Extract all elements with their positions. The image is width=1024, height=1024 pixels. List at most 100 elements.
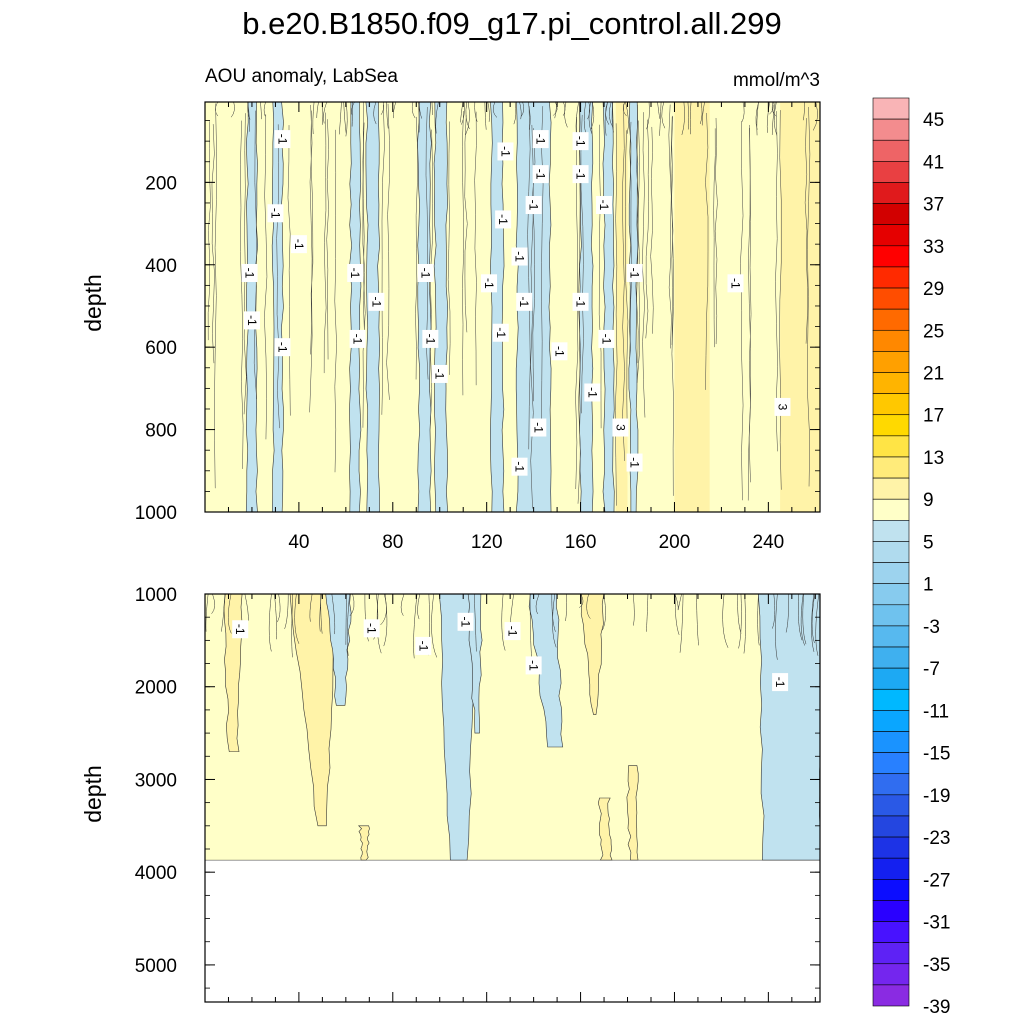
colorbar-swatch — [872, 435, 910, 458]
surface-contour — [815, 594, 820, 656]
colorbar-label: -7 — [923, 659, 940, 680]
surface-contour — [513, 102, 517, 125]
contour-label-box — [584, 383, 601, 402]
contour-label-text: -1 — [494, 327, 508, 338]
contour-label-box — [457, 612, 474, 631]
contour-label-text: -1 — [574, 297, 588, 308]
surface-contour — [346, 594, 350, 656]
surface-contour — [411, 102, 416, 119]
contour-label-box — [274, 130, 291, 149]
surface-contour — [247, 102, 251, 120]
surface-contour — [553, 102, 558, 116]
surface-contour — [413, 594, 418, 659]
surface-contour — [231, 102, 235, 118]
surface-contour — [604, 102, 608, 136]
surface-contour — [562, 102, 566, 116]
y-tick-label: 200 — [145, 173, 177, 194]
colorbar-swatch — [872, 752, 910, 775]
colorbar-label: 29 — [923, 279, 944, 300]
negative-band — [417, 102, 432, 512]
contour-line — [740, 120, 744, 501]
surface-contour — [294, 594, 300, 644]
contour-label: -1 — [481, 274, 498, 293]
colorbar-label: 1 — [923, 575, 934, 596]
colorbar-swatch — [872, 794, 910, 817]
field-background — [205, 102, 820, 512]
contour-line — [807, 106, 811, 487]
colorbar-swatch — [872, 182, 910, 204]
contour-label-text: -1 — [728, 278, 742, 289]
contour-label-text: -1 — [517, 297, 531, 308]
contour-label: -1 — [349, 329, 366, 348]
colorbar-label: -23 — [923, 828, 950, 849]
y-tick-label: 800 — [145, 421, 177, 442]
surface-contour — [345, 102, 348, 137]
surface-contour — [418, 102, 422, 119]
contour-line — [447, 121, 451, 375]
contour-label-box — [417, 264, 434, 283]
contour-label: -1 — [274, 338, 291, 357]
negative-region — [528, 594, 564, 748]
contour-label-text: -1 — [245, 315, 259, 326]
plot-frame — [204, 593, 821, 1003]
contour-label: -1 — [525, 656, 542, 675]
contour-label-box — [572, 165, 589, 184]
contour-label: -1 — [422, 329, 439, 348]
contour-line — [415, 116, 418, 380]
contour-line — [362, 102, 366, 330]
surface-contour — [802, 102, 805, 121]
colorbar-label: 37 — [923, 195, 944, 216]
contour-label-box — [495, 210, 512, 229]
contour-label-box — [516, 292, 533, 311]
x-tick-label: 80 — [382, 532, 403, 553]
contour-label-box — [532, 130, 549, 149]
colorbar-swatch — [872, 646, 910, 669]
contour-label: -1 — [572, 292, 589, 311]
surface-contour — [696, 594, 699, 646]
contour-label-text: -1 — [506, 626, 520, 637]
surface-contour — [284, 594, 289, 629]
surface-contour — [323, 102, 327, 124]
contour-line — [253, 110, 257, 400]
y-tick-label: 600 — [145, 338, 177, 359]
contour-line — [775, 111, 778, 452]
contour-label-text: -1 — [459, 616, 473, 627]
contour-label-box — [626, 264, 643, 283]
contour-line — [580, 114, 584, 414]
contour-label: -1 — [551, 342, 568, 361]
upper-depth-panel: -1 -1 -1 -1 -1 -1 -1 -1 -1 -1 -1 -1 -1 -1 -1 -1 -1 -1 -1 -1… — [80, 101, 821, 553]
colorbar-swatch — [872, 477, 910, 500]
contour-line — [713, 128, 716, 348]
contour-label-box — [290, 235, 307, 254]
surface-contour — [400, 594, 405, 616]
colorbar-swatch — [872, 667, 910, 690]
surface-contour — [632, 594, 635, 626]
contour-label-box — [612, 418, 629, 437]
negative-band — [515, 102, 552, 512]
y-tick-label: 1000 — [135, 503, 177, 524]
surface-contour — [320, 594, 323, 634]
surface-contour — [431, 102, 433, 115]
surface-contour — [757, 594, 760, 646]
contour-label-box — [530, 418, 547, 437]
contour-label: -1 — [511, 457, 528, 476]
contour-line — [779, 110, 782, 490]
contour-label-box — [497, 142, 514, 161]
surface-contour — [263, 102, 266, 117]
colorbar-swatch — [872, 984, 910, 1007]
surface-contour — [812, 102, 818, 131]
contour-line — [622, 103, 625, 461]
colorbar-swatch — [872, 393, 910, 416]
contour-label-box — [368, 292, 385, 311]
contour-label-text: -1 — [574, 169, 588, 180]
surface-contour — [775, 594, 778, 660]
contour-line — [614, 123, 618, 506]
colorbar-swatch — [872, 541, 910, 563]
contour-label: -1 — [347, 264, 364, 283]
figure-title: b.e20.B1850.f09_g17.pi_control.all.299 — [242, 6, 782, 41]
contour-label: -1 — [241, 264, 258, 283]
colorbar-swatch — [872, 688, 910, 711]
surface-contour — [608, 102, 614, 128]
contour-label: -1 — [572, 165, 589, 184]
contour-label-box — [243, 311, 260, 330]
